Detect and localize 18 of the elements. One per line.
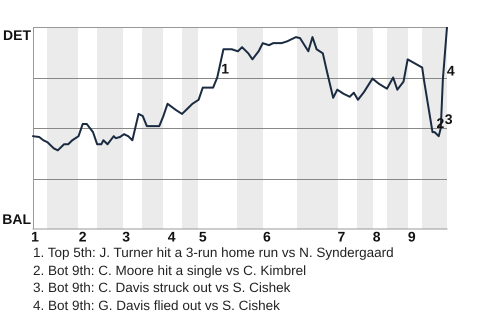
text: 2. Bot 9th: C. Moore hit a single vs C. Kimbrel (33, 262, 308, 280)
x-tick-label: 4 (168, 228, 176, 244)
x-tick-label: 6 (263, 228, 272, 244)
x-tick-label: 7 (338, 228, 346, 244)
annotation: 3 (444, 110, 453, 127)
text: 3. Bot 9th: C. Davis struck out vs S. Cishek (33, 279, 292, 297)
text: 4. Bot 9th: G. Davis flied out vs S. Cishek (33, 296, 281, 314)
x-tick-label: 5 (198, 228, 207, 244)
x-tick-label: 3 (122, 228, 130, 244)
x-tick-label: 8 (372, 228, 381, 244)
x-tick-label: 9 (408, 228, 416, 244)
annotation: 4 (446, 62, 455, 78)
annotation: 1 (221, 60, 230, 76)
text: BAL (2, 211, 32, 228)
text: DET (3, 26, 32, 43)
x-tick-label: 1 (31, 228, 40, 244)
x-tick-label: 2 (78, 228, 87, 244)
text: 1. Top 5th: J. Turner hit a 3-run home run vs N. Syndergaard (33, 244, 394, 262)
